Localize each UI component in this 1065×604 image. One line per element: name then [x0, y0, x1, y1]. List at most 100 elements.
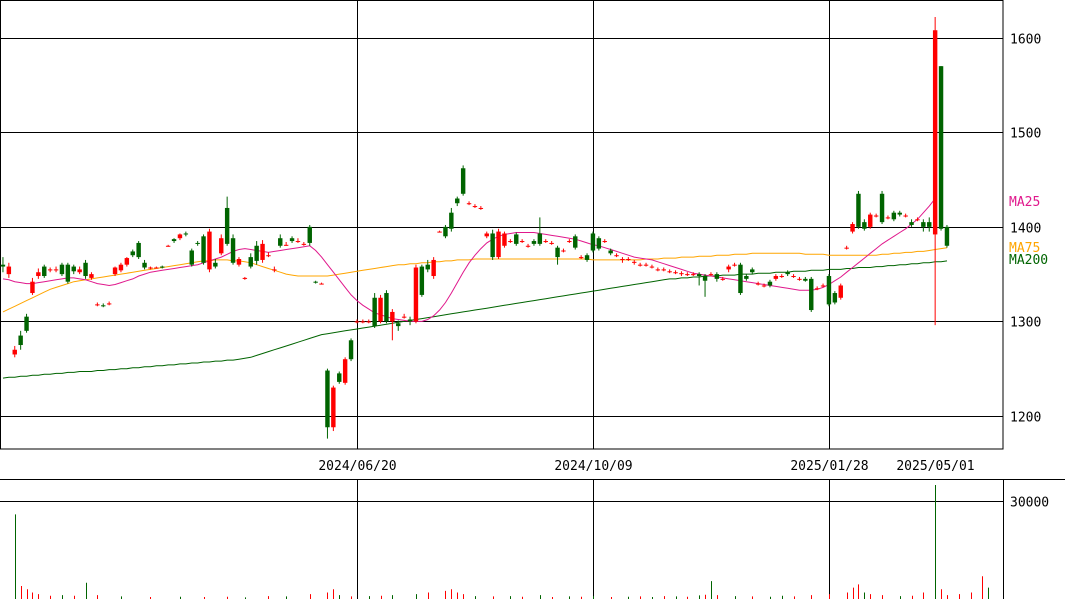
- candle: [602, 239, 607, 243]
- candle: [685, 272, 690, 277]
- candle-body: [649, 266, 655, 268]
- candle: [95, 302, 100, 307]
- candle-body: [372, 297, 377, 327]
- candle-body: [897, 212, 902, 215]
- candle: [809, 276, 814, 312]
- candle-body: [348, 340, 354, 360]
- candle: [407, 316, 413, 326]
- candle-body: [519, 241, 525, 243]
- candle-body: [213, 262, 218, 267]
- candle: [12, 345, 17, 358]
- candle: [744, 274, 749, 281]
- price-panel-frame: [0, 0, 1004, 450]
- candle-body: [909, 222, 914, 225]
- candle: [767, 279, 773, 288]
- candle-body: [18, 335, 23, 346]
- candle-body: [567, 241, 572, 243]
- candle: [189, 248, 194, 267]
- candle-body: [525, 245, 531, 247]
- candle: [944, 224, 950, 248]
- candle: [431, 257, 436, 279]
- candle: [242, 276, 248, 280]
- ma25-line: [2, 198, 936, 322]
- legend-ma200: MA200: [1009, 253, 1048, 268]
- candle: [171, 238, 177, 243]
- legend-ma75: MA75: [1009, 241, 1040, 256]
- candle: [555, 245, 560, 265]
- price-tick-label: 1500: [1010, 127, 1041, 142]
- candle-body: [154, 267, 159, 269]
- candle-body: [732, 264, 737, 266]
- candle: [53, 266, 59, 273]
- candle-body: [390, 311, 395, 322]
- candle-body: [826, 276, 832, 305]
- candle-body: [431, 259, 436, 277]
- candle-body: [130, 251, 135, 256]
- candle-body: [691, 274, 696, 276]
- candle: [437, 230, 442, 233]
- candle: [301, 241, 307, 246]
- candle: [879, 190, 885, 225]
- candle: [620, 257, 625, 263]
- candle-body: [708, 274, 714, 276]
- candle: [65, 262, 71, 284]
- candle-body: [661, 269, 666, 271]
- candle: [272, 266, 277, 273]
- candle-body: [779, 276, 784, 278]
- candle: [325, 368, 330, 439]
- date-tick-label: 2024/10/09: [554, 459, 632, 474]
- candle: [850, 222, 855, 234]
- candle: [584, 253, 590, 262]
- candle-body: [584, 255, 590, 260]
- candle-body: [685, 274, 690, 276]
- candle-body: [12, 349, 17, 355]
- candle: [632, 259, 637, 265]
- candle-body: [301, 243, 307, 245]
- candle: [773, 274, 779, 281]
- candle: [537, 217, 543, 246]
- candle-body: [502, 233, 507, 246]
- candle-body: [838, 285, 843, 298]
- candle: [903, 213, 908, 218]
- candle-body: [626, 259, 631, 261]
- candle: [832, 291, 838, 305]
- candle: [384, 290, 389, 324]
- candle: [118, 262, 124, 273]
- candle-body: [514, 234, 519, 244]
- candle-body: [832, 293, 838, 303]
- candle: [201, 234, 206, 265]
- candle-body: [254, 245, 259, 261]
- candle: [6, 262, 12, 278]
- candle-body: [83, 262, 88, 277]
- candle-body: [366, 321, 371, 323]
- candle-body: [673, 272, 678, 274]
- candle: [124, 257, 130, 267]
- candle-body: [773, 276, 779, 279]
- candle-body: [136, 242, 141, 258]
- candle-body: [608, 250, 613, 254]
- candle-body: [30, 281, 35, 294]
- candle-body: [932, 30, 938, 235]
- candle-body: [384, 293, 389, 322]
- candle: [779, 274, 784, 278]
- candle: [449, 207, 454, 232]
- candle-body: [413, 267, 419, 322]
- candle: [313, 280, 318, 284]
- candle-body: [561, 250, 566, 252]
- candle-body: [313, 281, 318, 283]
- candle: [702, 274, 708, 297]
- candle-body: [814, 288, 820, 290]
- candle-body: [809, 278, 814, 311]
- candle: [696, 272, 702, 286]
- candle-body: [307, 226, 312, 243]
- candle-body: [419, 266, 425, 295]
- candle-body: [738, 264, 743, 294]
- candle: [826, 274, 832, 307]
- candle: [160, 265, 165, 269]
- price-tick-label: 1200: [1010, 411, 1041, 426]
- candle-body: [472, 206, 478, 208]
- candle: [915, 217, 920, 222]
- candle-body: [219, 238, 224, 254]
- candle-body: [106, 303, 112, 305]
- candle-body: [490, 233, 495, 258]
